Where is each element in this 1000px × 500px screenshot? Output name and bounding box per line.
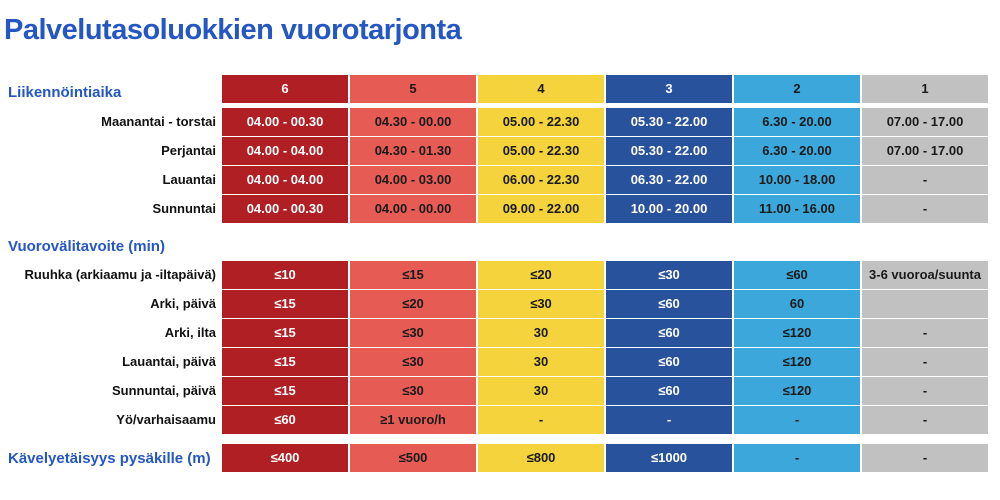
headway-cell: ≤15 — [222, 348, 348, 376]
hours-cell: 10.00 - 18.00 — [734, 166, 860, 194]
headway-cell: ≤15 — [222, 377, 348, 405]
hours-cell: 10.00 - 20.00 — [606, 195, 732, 223]
hours-cell: 04.30 - 01.30 — [350, 137, 476, 165]
headway-cell: 60 — [734, 290, 860, 318]
row-label: Yö/varhaisaamu — [116, 412, 216, 427]
headway-cell: ≥1 vuoro/h — [350, 406, 476, 434]
hours-cell: 07.00 - 17.00 — [862, 108, 988, 136]
headway-cell: ≤30 — [350, 348, 476, 376]
section-title-walk: Kävelyetäisyys pysäkille (m) — [8, 450, 211, 467]
headway-cell: ≤60 — [606, 348, 732, 376]
class-header-4: 4 — [478, 75, 604, 103]
row-label: Sunnuntai — [152, 201, 216, 216]
headway-cell: ≤30 — [606, 261, 732, 289]
hours-cell: 04.00 - 03.00 — [350, 166, 476, 194]
class-header-1: 1 — [862, 75, 988, 103]
headway-cell: - — [734, 406, 860, 434]
headway-cell: ≤30 — [478, 290, 604, 318]
headway-cell: ≤20 — [478, 261, 604, 289]
headway-cell: - — [862, 377, 988, 405]
headway-cell: ≤60 — [606, 377, 732, 405]
headway-cell: ≤10 — [222, 261, 348, 289]
hours-cell: - — [862, 166, 988, 194]
walk-distance-cell: ≤500 — [350, 444, 476, 472]
walk-distance-cell: - — [862, 444, 988, 472]
hours-cell: 06.00 - 22.30 — [478, 166, 604, 194]
row-label: Perjantai — [161, 143, 216, 158]
headway-cell: ≤120 — [734, 377, 860, 405]
class-header-6: 6 — [222, 75, 348, 103]
class-header-3: 3 — [606, 75, 732, 103]
class-header-2: 2 — [734, 75, 860, 103]
hours-cell: 04.00 - 00.30 — [222, 195, 348, 223]
hours-cell: 05.30 - 22.00 — [606, 108, 732, 136]
section-title-hours: Liikennöintiaika — [8, 84, 122, 101]
headway-cell: ≤120 — [734, 319, 860, 347]
headway-cell: ≤15 — [350, 261, 476, 289]
headway-cell: ≤60 — [606, 290, 732, 318]
row-label: Arki, päivä — [150, 296, 216, 311]
row-label: Sunnuntai, päivä — [111, 383, 216, 398]
headway-cell: ≤15 — [222, 319, 348, 347]
walk-distance-cell: ≤1000 — [606, 444, 732, 472]
headway-cell: - — [606, 406, 732, 434]
headway-cell: ≤60 — [606, 319, 732, 347]
hours-cell: 04.00 - 00.00 — [350, 195, 476, 223]
section-title-headway: Vuorovälitavoite (min) — [8, 238, 165, 255]
headway-cell: 30 — [478, 319, 604, 347]
hours-cell: 6.30 - 20.00 — [734, 137, 860, 165]
hours-cell: 05.00 - 22.30 — [478, 108, 604, 136]
hours-cell: 04.00 - 04.00 — [222, 166, 348, 194]
headway-cell: - — [862, 406, 988, 434]
headway-cell: ≤30 — [350, 319, 476, 347]
class-header-5: 5 — [350, 75, 476, 103]
row-label: Lauantai, päivä — [122, 354, 216, 369]
headway-cell: - — [862, 348, 988, 376]
headway-cell: 3-6 vuoroa/suunta — [862, 261, 988, 289]
walk-distance-cell: ≤400 — [222, 444, 348, 472]
headway-cell: ≤60 — [734, 261, 860, 289]
hours-cell: 04.00 - 00.30 — [222, 108, 348, 136]
row-label: Lauantai — [162, 172, 216, 187]
headway-cell: ≤120 — [734, 348, 860, 376]
hours-cell: 11.00 - 16.00 — [734, 195, 860, 223]
row-label: Arki, ilta — [164, 325, 216, 340]
row-label: Maanantai - torstai — [101, 114, 216, 129]
hours-cell: 07.00 - 17.00 — [862, 137, 988, 165]
walk-distance-cell: - — [734, 444, 860, 472]
headway-cell: - — [478, 406, 604, 434]
headway-cell — [862, 290, 988, 318]
headway-cell: 30 — [478, 348, 604, 376]
headway-cell: ≤60 — [222, 406, 348, 434]
hours-cell: 05.00 - 22.30 — [478, 137, 604, 165]
hours-cell: 06.30 - 22.00 — [606, 166, 732, 194]
headway-cell: ≤15 — [222, 290, 348, 318]
hours-cell: 05.30 - 22.00 — [606, 137, 732, 165]
hours-cell: 6.30 - 20.00 — [734, 108, 860, 136]
hours-cell: 04.30 - 00.00 — [350, 108, 476, 136]
headway-cell: ≤20 — [350, 290, 476, 318]
walk-distance-cell: ≤800 — [478, 444, 604, 472]
page-title: Palvelutasoluokkien vuorotarjonta — [4, 14, 462, 46]
headway-cell: - — [862, 319, 988, 347]
hours-cell: 09.00 - 22.00 — [478, 195, 604, 223]
headway-cell: 30 — [478, 377, 604, 405]
headway-cell: ≤30 — [350, 377, 476, 405]
row-label: Ruuhka (arkiaamu ja -iltapäivä) — [24, 267, 216, 282]
hours-cell: 04.00 - 04.00 — [222, 137, 348, 165]
hours-cell: - — [862, 195, 988, 223]
